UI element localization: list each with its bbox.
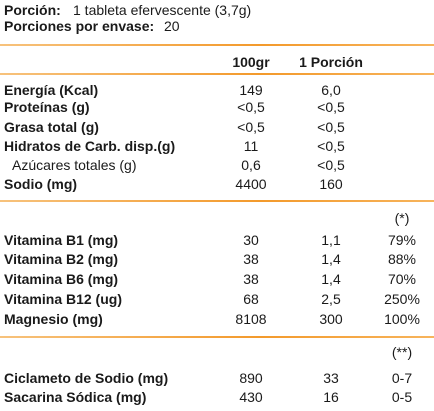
nutrient-label: Ciclameto de Sodio (mg)	[4, 370, 169, 386]
nutrient-label: Hidratos de Carb. disp.(g)	[4, 138, 176, 154]
nutrient-value: 8108	[235, 311, 267, 327]
nutrient-label: Sacarina Sódica (mg)	[4, 389, 147, 405]
divider	[0, 200, 434, 202]
nutrient-label: Vitamina B12 (ug)	[4, 291, 122, 307]
nutrient-value: 33	[323, 370, 339, 386]
nutrient-value: 1,4	[321, 271, 341, 287]
nutrient-value: 0-5	[391, 389, 413, 405]
nutrient-label: Vitamina B1 (mg)	[4, 232, 119, 248]
column-header: 100gr	[232, 54, 270, 70]
nutrient-value: 30	[243, 232, 259, 248]
nutrient-value: 6,0	[321, 82, 341, 98]
nutrient-value: 38	[243, 271, 259, 287]
nutrient-label: Magnesio (mg)	[4, 311, 103, 327]
nutrient-label: Grasa total (g)	[4, 119, 99, 135]
nutrient-value: 88%	[387, 251, 417, 267]
nutrient-label: Vitamina B6 (mg)	[4, 271, 119, 287]
nutrient-value: 100%	[384, 311, 420, 327]
portion-label: Porción:	[4, 2, 61, 18]
portion-value: 1 tableta efervescente (3,7g)	[73, 2, 252, 18]
nutrient-value: 68	[243, 291, 259, 307]
nutrient-value: 149	[239, 82, 263, 98]
nutrient-value: <0,5	[317, 138, 345, 154]
nutrient-value: 70%	[387, 271, 417, 287]
nutrient-value: 0-7	[391, 370, 413, 386]
column-header: 1 Porción	[299, 54, 363, 70]
nutrient-value: <0,5	[317, 119, 345, 135]
nutrient-value: <0,5	[317, 99, 345, 115]
nutrient-value: 4400	[235, 176, 267, 192]
nutrient-label: Vitamina B2 (mg)	[4, 251, 119, 267]
nutrient-value: <0,5	[317, 157, 345, 173]
nutrient-value: <0,5	[237, 99, 265, 115]
sub-nutrient-label: Azúcares totales (g)	[12, 157, 137, 173]
nutrient-value: 1,4	[321, 251, 341, 267]
nutrient-label: Energía (Kcal)	[4, 82, 99, 98]
footnote-mark: (**)	[391, 344, 413, 360]
nutrient-value: 16	[323, 389, 339, 405]
nutrient-value: 1,1	[321, 232, 341, 248]
divider	[0, 73, 434, 75]
nutrient-value: 160	[319, 176, 343, 192]
nutrient-value: 11	[243, 138, 259, 154]
nutrient-value: 300	[319, 311, 343, 327]
nutrient-value: 38	[243, 251, 259, 267]
nutrient-value: 890	[239, 370, 263, 386]
nutrient-value: 2,5	[321, 291, 341, 307]
servings-label: Porciones por envase:	[4, 18, 155, 34]
servings-value: 20	[164, 18, 180, 34]
divider	[0, 44, 434, 46]
nutrient-label: Sodio (mg)	[4, 176, 78, 192]
nutrient-value: 79%	[387, 232, 417, 248]
nutrient-value: <0,5	[237, 119, 265, 135]
nutrient-value: 430	[239, 389, 263, 405]
nutrient-value: 0,6	[241, 157, 261, 173]
divider	[0, 336, 434, 338]
nutrient-label: Proteínas (g)	[4, 99, 90, 115]
footnote-mark: (*)	[394, 210, 410, 226]
nutrient-value: 250%	[384, 291, 420, 307]
